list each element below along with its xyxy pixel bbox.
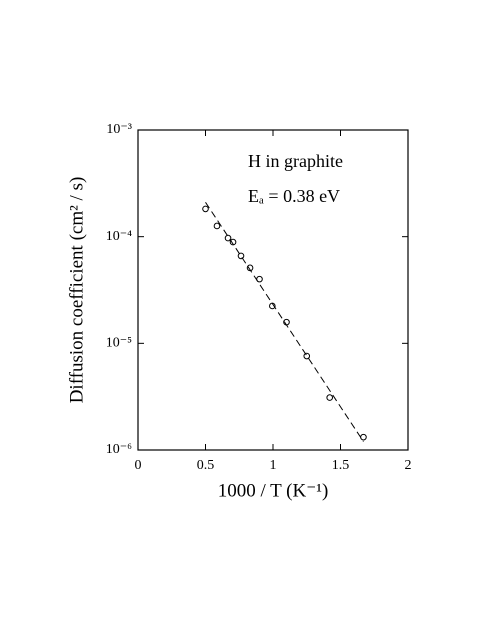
- x-tick-label: 0.5: [197, 458, 215, 473]
- y-tick-label: 10⁻⁶: [106, 442, 132, 457]
- plot-frame: [137, 129, 409, 451]
- data-point: [303, 352, 311, 360]
- y-tick-label: 10⁻⁴: [106, 229, 132, 244]
- fit-line: [205, 202, 364, 442]
- x-tick-label: 2: [405, 458, 412, 473]
- data-point: [224, 234, 232, 242]
- y-axis-label: Diffusion coefficient (cm² / s): [66, 177, 87, 404]
- annotation: Eₐ = 0.38 eV: [248, 186, 340, 206]
- data-point: [326, 394, 334, 401]
- data-point: [237, 252, 245, 260]
- data-point: [283, 318, 290, 326]
- x-axis-label: 1000 / T (K⁻¹): [218, 480, 329, 501]
- y-tick-label: 10⁻³: [106, 122, 132, 137]
- y-tick-label: 10⁻⁵: [106, 336, 132, 351]
- data-point: [269, 302, 276, 310]
- annotation: H in graphite: [248, 151, 343, 171]
- x-tick-label: 1.5: [332, 458, 350, 473]
- data-point: [229, 238, 237, 246]
- data-point: [256, 275, 263, 283]
- data-point: [246, 264, 254, 272]
- data-point: [202, 205, 209, 213]
- x-tick-label: 1: [270, 458, 277, 473]
- data-point: [213, 222, 221, 230]
- data-point: [360, 433, 367, 441]
- x-tick-label: 0: [135, 458, 142, 473]
